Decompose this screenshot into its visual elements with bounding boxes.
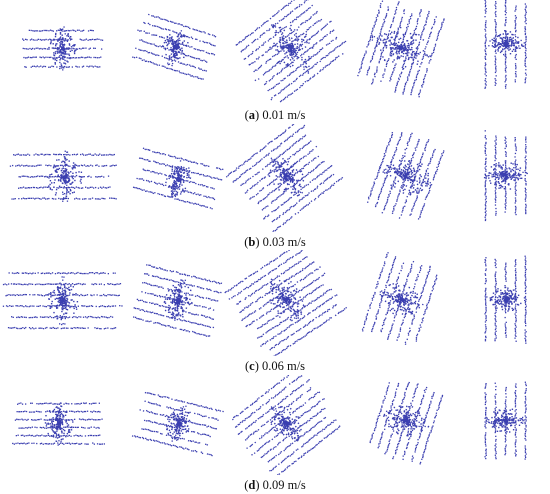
simulation-panel (484, 255, 527, 344)
caption-a: (a) 0.01 m/s (244, 108, 306, 122)
simulation-panel (2, 271, 123, 330)
simulation-panel (132, 264, 223, 337)
caption-c: (c) 0.06 m/s (244, 359, 306, 373)
caption-b: (b) 0.03 m/s (244, 235, 306, 249)
row-c-panels (2, 250, 527, 356)
caption-text: 0.03 m/s (262, 235, 306, 249)
simulation-panel (361, 252, 438, 345)
caption-text: 0.01 m/s (262, 108, 306, 122)
simulation-panel (366, 131, 445, 220)
caption-label: c (249, 359, 255, 373)
row-d-panels (12, 375, 527, 475)
simulation-panel (132, 13, 217, 80)
simulation-panel (132, 147, 224, 210)
simulation-panel (131, 391, 224, 457)
simulation-panel (483, 130, 528, 222)
simulation-panel (9, 150, 117, 202)
simulation-panel (22, 26, 104, 71)
simulation-panel (224, 250, 348, 356)
row-b-panels (9, 124, 528, 232)
caption-text: 0.09 m/s (262, 478, 306, 492)
simulation-panel (231, 375, 341, 475)
simulation-panel (225, 124, 344, 232)
simulation-panel (12, 402, 105, 446)
simulation-panel (484, 0, 527, 89)
caption-label: b (248, 235, 256, 249)
simulation-panel (357, 0, 445, 98)
caption-d: (d) 0.09 m/s (244, 478, 306, 492)
simulation-panel (235, 0, 347, 103)
simulation-panel (369, 381, 444, 465)
row-a-panels (22, 0, 527, 103)
caption-label: d (248, 478, 256, 492)
caption-label: a (248, 108, 256, 122)
caption-text: 0.06 m/s (261, 359, 306, 373)
simulation-panel (484, 381, 527, 460)
